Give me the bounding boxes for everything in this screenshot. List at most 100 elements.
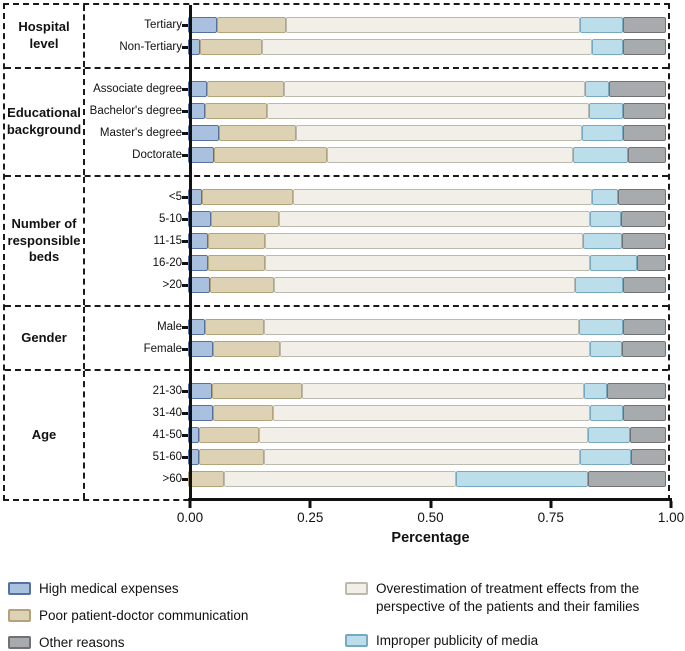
bar-row: <5 xyxy=(85,186,668,208)
legend-label: Poor patient-doctor communication xyxy=(39,608,249,624)
group-label: Hospital level xyxy=(18,19,70,51)
bar-segment-overest xyxy=(273,405,590,421)
stacked-bar xyxy=(188,427,666,443)
bar-segment-media xyxy=(589,103,623,119)
group-label-cell: Age xyxy=(5,371,85,499)
stacked-bar xyxy=(188,147,666,163)
row-tick-mark xyxy=(182,153,188,157)
bar-segment-overest xyxy=(266,103,590,119)
row-tick-mark xyxy=(182,433,188,437)
bar-segment-other xyxy=(608,81,666,97)
chart-frame: Hospital level Tertiary Non-Tertiary Educat… xyxy=(3,3,670,501)
bar-row: Female xyxy=(85,338,668,360)
bar-segment-media xyxy=(578,319,623,335)
bar-segment-high xyxy=(188,449,199,465)
bar-segment-other xyxy=(631,449,666,465)
stacked-bar xyxy=(188,405,666,421)
bar-row: 21-30 xyxy=(85,380,668,402)
legend-column-1: High medical expenses Poor patient-doctor… xyxy=(8,580,248,651)
stacked-bar xyxy=(188,17,666,33)
x-tick-mark xyxy=(429,501,432,508)
stacked-bar xyxy=(188,449,666,465)
bar-segment-media xyxy=(587,427,631,443)
bar-segment-other xyxy=(618,189,666,205)
row-tick-mark xyxy=(182,455,188,459)
row-tick-mark xyxy=(182,239,188,243)
row-tick-mark xyxy=(182,325,188,329)
group-section: Gender Male Female xyxy=(5,307,668,371)
bar-row: Bachelor's degree xyxy=(85,100,668,122)
bar-segment-high xyxy=(188,427,199,443)
bar-segment-media xyxy=(591,189,619,205)
row-label: 31-40 xyxy=(152,407,182,419)
group-label: Age xyxy=(31,426,57,442)
row-label: 16-20 xyxy=(152,257,182,269)
bar-segment-media xyxy=(589,211,621,227)
bar-segment-high xyxy=(188,277,210,293)
bar-segment-overest xyxy=(295,125,583,141)
bar-segment-media xyxy=(575,277,623,293)
x-tick-mark xyxy=(188,501,192,508)
high-legend-swatch xyxy=(8,582,31,595)
x-tick-mark xyxy=(308,501,312,508)
bar-segment-other xyxy=(623,405,666,421)
group-label-cell: Gender xyxy=(5,307,85,369)
bar-row: Doctorate xyxy=(85,144,668,166)
x-tick-label: 0.50 xyxy=(417,510,444,525)
legend-label: Improper publicity of media xyxy=(376,633,539,649)
bar-segment-overest xyxy=(274,277,576,293)
stacked-bar xyxy=(188,471,666,487)
bar-segment-high xyxy=(188,341,213,357)
row-tick-mark xyxy=(182,195,188,199)
bar-row: 5-10 xyxy=(85,208,668,230)
bar-segment-poor xyxy=(188,471,224,487)
legend-item: Poor patient-doctor communication xyxy=(8,607,248,625)
row-label: 21-30 xyxy=(152,385,182,397)
row-label: 11-15 xyxy=(153,235,182,247)
bar-segment-media xyxy=(572,147,628,163)
bar-segment-other xyxy=(622,277,666,293)
group-label: Gender xyxy=(21,329,67,345)
x-axis-title: Percentage xyxy=(391,530,470,546)
bar-segment-media xyxy=(455,471,589,487)
bar-segment-high xyxy=(188,81,208,97)
row-label: 5-10 xyxy=(158,213,182,225)
bar-segment-other xyxy=(621,341,666,357)
bar-segment-overest xyxy=(263,319,579,335)
bar-segment-other xyxy=(637,255,666,271)
row-label: 51-60 xyxy=(152,451,182,463)
row-label: Associate degree xyxy=(93,83,182,95)
bar-segment-poor xyxy=(214,147,327,163)
bar-segment-media xyxy=(589,405,624,421)
bar-segment-poor xyxy=(211,383,302,399)
group-rows: Associate degree Bachelor's degree Master'… xyxy=(85,69,668,175)
bar-segment-high xyxy=(188,17,217,33)
row-tick-mark xyxy=(182,217,188,221)
poor-legend-swatch xyxy=(8,609,31,623)
bar-segment-media xyxy=(584,81,609,97)
group-label-cell: Hospital level xyxy=(5,5,85,67)
bar-segment-other xyxy=(588,471,666,487)
bar-row: Non-Tertiary xyxy=(85,36,668,58)
row-label: Male xyxy=(157,321,182,333)
row-label: <5 xyxy=(168,191,182,203)
group-label: Number of responsible beds xyxy=(7,215,81,265)
group-section: Age 21-30 31-40 41-50 51-60 >60 xyxy=(5,371,668,499)
legend-item: Other reasons xyxy=(8,634,248,651)
overest-legend-swatch xyxy=(345,582,368,595)
bar-segment-poor xyxy=(209,277,275,293)
legend-label: High medical expenses xyxy=(39,581,179,596)
bar-segment-poor xyxy=(208,233,266,249)
bar-segment-overest xyxy=(262,39,592,55)
bar-segment-high xyxy=(188,233,209,249)
bar-segment-media xyxy=(590,341,622,357)
bar-row: >60 xyxy=(85,468,668,490)
row-tick-mark xyxy=(182,131,188,135)
stacked-bar xyxy=(188,383,666,399)
x-tick-mark xyxy=(549,501,553,508)
row-label: >20 xyxy=(162,279,182,291)
row-label: Tertiary xyxy=(144,19,182,31)
row-tick-mark xyxy=(182,87,188,91)
row-tick-mark xyxy=(182,45,188,49)
bar-segment-overest xyxy=(265,255,590,271)
